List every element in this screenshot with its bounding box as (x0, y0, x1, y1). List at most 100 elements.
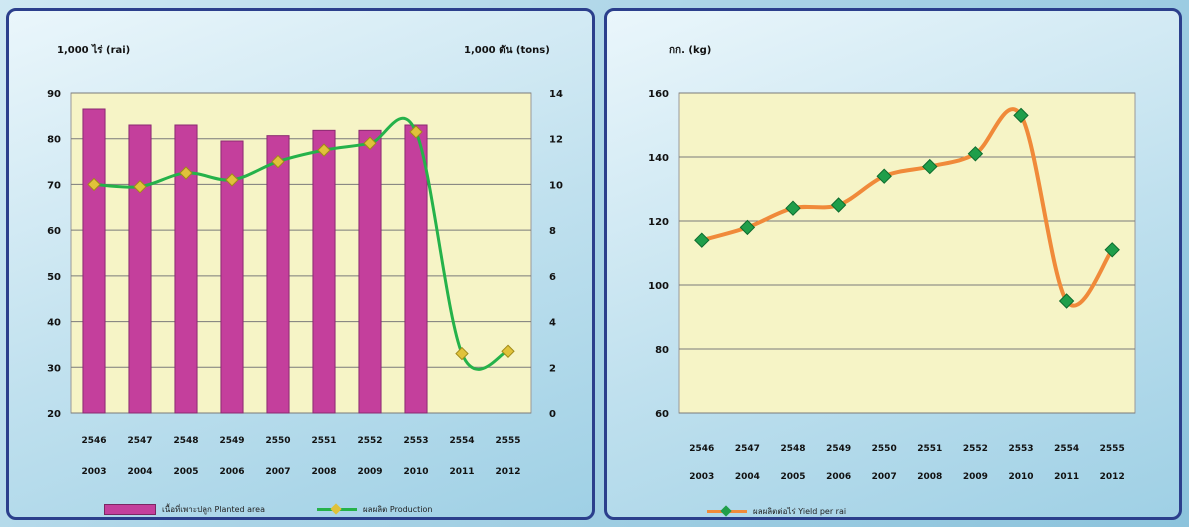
x-tick-label-thai-year: 2549 (219, 436, 244, 446)
y-left-tick-label: 90 (47, 89, 61, 100)
y-tick-label: 140 (648, 153, 669, 164)
marker-production (271, 154, 285, 169)
plot-area (678, 92, 1136, 414)
marker-yield (1013, 107, 1029, 124)
marker-production (87, 177, 101, 192)
marker-production (455, 346, 469, 361)
y-left-tick-label: 40 (47, 318, 61, 329)
x-tick-label-year: 2012 (1100, 472, 1125, 482)
y-right-tick-label: 14 (549, 89, 563, 100)
marker-production (501, 344, 515, 358)
y-right-tick-label: 8 (549, 226, 556, 237)
x-tick-label-year: 2008 (311, 467, 336, 477)
x-tick-label-thai-year: 2548 (173, 436, 198, 446)
marker-yield (694, 232, 710, 248)
x-tick-label-thai-year: 2552 (357, 436, 382, 446)
y-tick-label: 60 (655, 409, 669, 420)
x-tick-label-year: 2010 (1008, 472, 1033, 482)
x-tick-label-thai-year: 2551 (311, 436, 336, 446)
marker-production (363, 136, 377, 150)
y-left-tick-label: 80 (47, 135, 61, 146)
x-tick-label-year: 2004 (127, 467, 152, 477)
marker-yield (922, 158, 938, 175)
legend-label-yield: ผลผลิตต่อไร่ Yield per rai (753, 507, 847, 516)
x-tick-label-thai-year: 2550 (265, 436, 290, 446)
marker-production (179, 166, 193, 180)
x-tick-label-year: 2005 (173, 467, 198, 477)
y-right-tick-label: 2 (549, 363, 556, 374)
x-tick-label-year: 2007 (872, 472, 897, 482)
marker-yield (967, 146, 984, 162)
marker-yield (785, 200, 801, 216)
left-chart-svg: 90 14 80 12 70 10 60 8 50 6 40 4 30 2 20 0 2546 2003 2547 2… (47, 89, 563, 477)
x-tick-label-year: 2005 (780, 472, 805, 482)
bar-planted-area (174, 124, 198, 414)
x-tick-label-thai-year: 2546 (689, 444, 714, 454)
x-tick-label-thai-year: 2553 (403, 436, 428, 446)
bar-planted-area (128, 124, 152, 414)
x-tick-label-thai-year: 2548 (780, 444, 805, 454)
legend-swatch-production (316, 503, 357, 515)
legend-label-production: ผลผลิต Production (362, 505, 433, 514)
x-tick-label-year: 2006 (219, 467, 244, 477)
left-chart-panel: 1,000 ไร่ (rai) 1,000 ตัน (tons) 90 14 80 1… (6, 8, 595, 520)
legend-swatch-yield (707, 505, 747, 517)
yield-y-axis-label: กก. (kg) (669, 45, 712, 56)
x-tick-label-year: 2011 (1054, 472, 1079, 482)
x-tick-label-year: 2011 (449, 467, 474, 477)
marker-production (317, 143, 331, 157)
y-left-tick-label: 20 (47, 409, 61, 420)
y-left-tick-label: 30 (47, 363, 61, 374)
legend-swatch-planted-area (104, 504, 156, 515)
x-tick-label-year: 2010 (403, 467, 428, 477)
left-y-axis-label: 1,000 ไร่ (rai) (57, 45, 131, 56)
x-tick-label-year: 2012 (495, 467, 520, 477)
x-tick-label-thai-year: 2554 (449, 436, 474, 446)
bar-planted-area (82, 108, 106, 414)
y-left-tick-label: 50 (47, 272, 61, 283)
right-legend: ผลผลิตต่อไร่ Yield per rai (707, 505, 847, 517)
y-left-tick-label: 60 (47, 226, 61, 237)
marker-production (133, 180, 147, 194)
y-tick-label: 80 (655, 345, 669, 356)
y-right-tick-label: 0 (549, 409, 556, 420)
y-tick-label: 100 (648, 281, 669, 292)
marker-yield (876, 168, 892, 184)
marker-yield (739, 219, 756, 236)
y-right-tick-label: 12 (549, 135, 563, 146)
y-tick-label: 160 (648, 89, 669, 100)
y-tick-label: 120 (648, 217, 669, 228)
bar-planted-area (404, 124, 428, 414)
right-y-axis-label: 1,000 ตัน (tons) (464, 45, 550, 56)
y-right-tick-label: 10 (549, 180, 563, 191)
x-tick-label-year: 2009 (963, 472, 988, 482)
y-right-tick-label: 4 (549, 318, 556, 329)
marker-yield (830, 197, 847, 213)
bar-planted-area (220, 140, 244, 414)
marker-yield (1058, 293, 1075, 309)
bar-planted-area (266, 135, 290, 414)
x-tick-label-thai-year: 2555 (1100, 444, 1125, 454)
x-tick-label-thai-year: 2546 (81, 436, 106, 446)
bar-planted-area (312, 129, 336, 414)
x-tick-label-thai-year: 2547 (127, 436, 152, 446)
x-tick-label-thai-year: 2555 (495, 436, 520, 446)
x-tick-label-thai-year: 2554 (1054, 444, 1079, 454)
x-tick-label-thai-year: 2550 (872, 444, 897, 454)
x-tick-label-thai-year: 2553 (1008, 444, 1033, 454)
x-tick-label-year: 2009 (357, 467, 382, 477)
marker-production (225, 173, 239, 187)
y-left-tick-label: 70 (47, 180, 61, 191)
x-tick-label-year: 2003 (689, 472, 714, 482)
right-chart-panel: กก. (kg) 160 140 120 100 80 60 2546 2003 2547 200… (604, 8, 1182, 520)
x-tick-label-year: 2004 (735, 472, 760, 482)
legend-label-planted-area: เนื้อที่เพาะปลูก Planted area (162, 505, 265, 514)
x-tick-label-year: 2007 (265, 467, 290, 477)
right-chart-svg: 160 140 120 100 80 60 2546 2003 2547 2004 2548 2005… (648, 89, 1136, 482)
y-right-tick-label: 6 (549, 272, 556, 283)
x-tick-label-year: 2008 (917, 472, 942, 482)
marker-production (409, 125, 423, 139)
x-tick-label-year: 2006 (826, 472, 851, 482)
left-legend: เนื้อที่เพาะปลูก Planted area ผลผลิต Pro… (104, 503, 432, 516)
x-tick-label-thai-year: 2551 (917, 444, 942, 454)
